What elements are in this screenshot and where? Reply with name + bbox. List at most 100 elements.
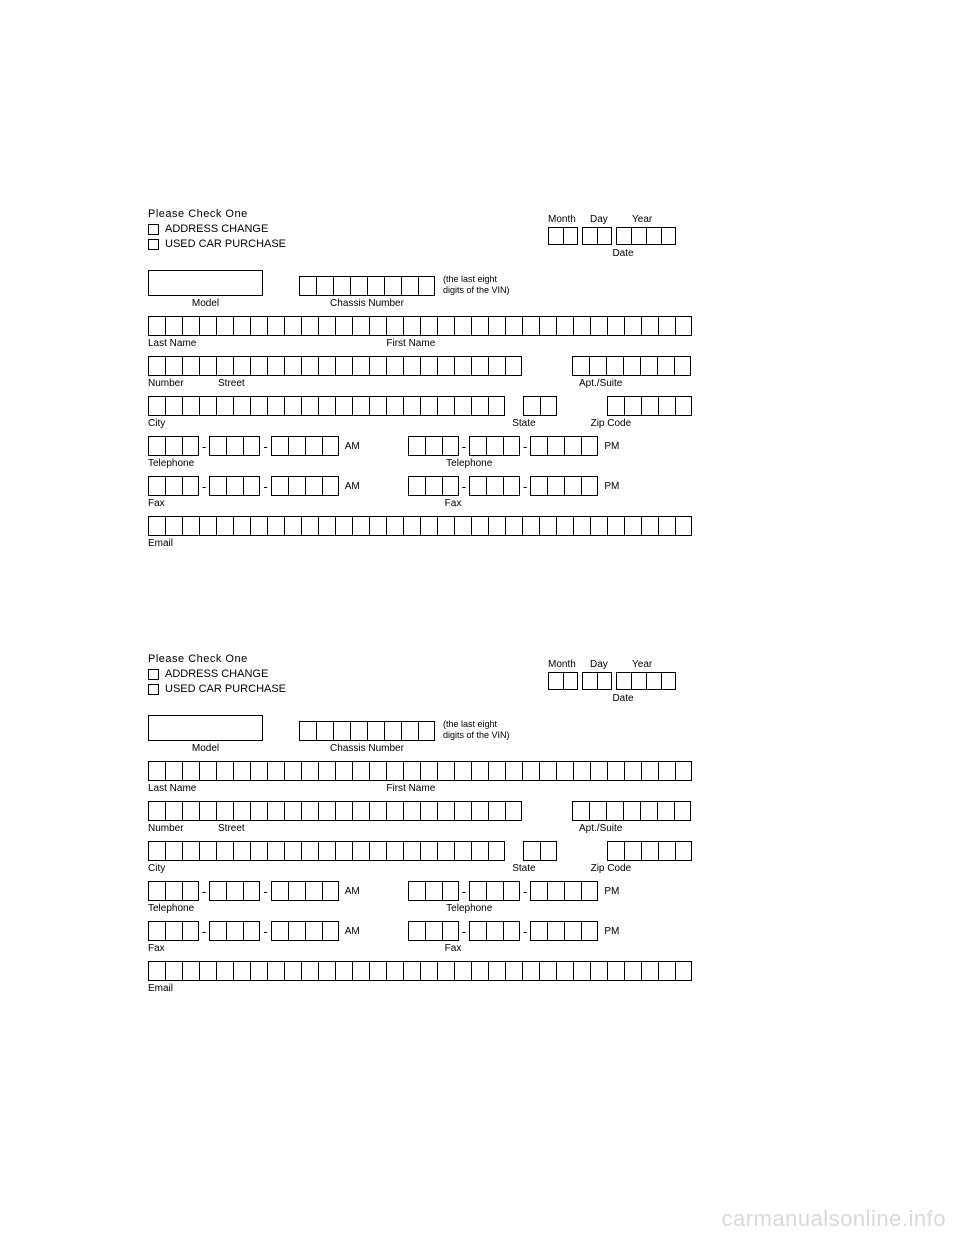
telephone-pm-input[interactable]: - - bbox=[408, 436, 599, 456]
telephone-row: - - AM - - PM Telephone Telephone bbox=[148, 881, 698, 914]
fax-pm-input[interactable]: - - bbox=[408, 921, 599, 941]
fax-am-input[interactable]: - - bbox=[148, 921, 339, 941]
chassis-label: Chassis Number bbox=[299, 298, 435, 309]
telephone-pm-input[interactable]: - - bbox=[408, 881, 599, 901]
apt-label: Apt./Suite bbox=[579, 823, 698, 834]
checkbox-icon[interactable] bbox=[148, 239, 159, 250]
model-input[interactable] bbox=[148, 270, 263, 296]
form-block-1: Please Check One ADDRESS CHANGE USED CAR… bbox=[148, 208, 698, 549]
date-input-boxes[interactable] bbox=[548, 227, 698, 245]
email-input[interactable] bbox=[148, 516, 698, 536]
fax-label-2: Fax bbox=[445, 943, 462, 954]
city-input[interactable] bbox=[148, 396, 505, 416]
state-label: State bbox=[512, 418, 535, 429]
number-street-input[interactable] bbox=[148, 356, 522, 376]
email-label: Email bbox=[148, 538, 698, 549]
name-row: Last Name First Name bbox=[148, 761, 698, 794]
apt-input[interactable] bbox=[572, 356, 691, 376]
street-row: Number Street Apt./Suite bbox=[148, 356, 698, 389]
state-input[interactable] bbox=[523, 396, 557, 416]
email-row: Email bbox=[148, 961, 698, 994]
form-block-2: Please Check One ADDRESS CHANGE USED CAR… bbox=[148, 653, 698, 994]
pm-label: PM bbox=[604, 886, 619, 897]
street-label: Street bbox=[218, 378, 245, 389]
chassis-input[interactable] bbox=[299, 276, 435, 296]
state-input[interactable] bbox=[523, 841, 557, 861]
model-chassis-row: (the last eight digits of the VIN) Model… bbox=[148, 270, 698, 309]
model-chassis-row: (the last eight digits of the VIN) Model… bbox=[148, 715, 698, 754]
number-label: Number bbox=[148, 378, 218, 389]
email-input[interactable] bbox=[148, 961, 698, 981]
telephone-label-2: Telephone bbox=[446, 903, 492, 914]
model-label: Model bbox=[148, 298, 263, 309]
city-row: City State Zip Code bbox=[148, 396, 698, 429]
fax-label: Fax bbox=[148, 943, 165, 954]
date-caption: Date bbox=[548, 248, 698, 259]
watermark: carmanualsonline.info bbox=[721, 1206, 946, 1232]
city-row: City State Zip Code bbox=[148, 841, 698, 874]
street-row: Number Street Apt./Suite bbox=[148, 801, 698, 834]
fax-pm-input[interactable]: - - bbox=[408, 476, 599, 496]
state-label: State bbox=[512, 863, 535, 874]
city-label: City bbox=[148, 418, 165, 429]
checkbox-icon[interactable] bbox=[148, 684, 159, 695]
date-input-boxes[interactable] bbox=[548, 672, 698, 690]
chassis-input[interactable] bbox=[299, 721, 435, 741]
zip-label: Zip Code bbox=[591, 863, 632, 874]
first-name-label: First Name bbox=[386, 783, 435, 794]
option-label: ADDRESS CHANGE bbox=[165, 668, 268, 680]
date-day-label: Day bbox=[590, 214, 632, 225]
email-label: Email bbox=[148, 983, 698, 994]
am-label: AM bbox=[345, 886, 360, 897]
date-month-label: Month bbox=[548, 214, 590, 225]
header-row: Please Check One ADDRESS CHANGE USED CAR… bbox=[148, 653, 698, 708]
option-label: ADDRESS CHANGE bbox=[165, 223, 268, 235]
am-label: AM bbox=[345, 481, 360, 492]
telephone-label: Telephone bbox=[148, 903, 194, 914]
fax-label-2: Fax bbox=[445, 498, 462, 509]
name-row: Last Name First Name bbox=[148, 316, 698, 349]
date-year-label: Year bbox=[632, 214, 672, 225]
last-name-label: Last Name bbox=[148, 783, 196, 794]
telephone-row: - - AM - - PM Telephone Telephone bbox=[148, 436, 698, 469]
first-name-label: First Name bbox=[386, 338, 435, 349]
checkbox-icon[interactable] bbox=[148, 224, 159, 235]
telephone-label: Telephone bbox=[148, 458, 194, 469]
checkbox-icon[interactable] bbox=[148, 669, 159, 680]
model-input[interactable] bbox=[148, 715, 263, 741]
date-block: Month Day Year Date bbox=[548, 214, 698, 259]
date-year-label: Year bbox=[632, 659, 672, 670]
vin-note: (the last eight digits of the VIN) bbox=[443, 719, 510, 741]
city-label: City bbox=[148, 863, 165, 874]
zip-input[interactable] bbox=[607, 396, 692, 416]
telephone-am-input[interactable]: - - bbox=[148, 436, 339, 456]
zip-input[interactable] bbox=[607, 841, 692, 861]
zip-label: Zip Code bbox=[591, 418, 632, 429]
number-label: Number bbox=[148, 823, 218, 834]
option-label: USED CAR PURCHASE bbox=[165, 238, 286, 250]
date-block: Month Day Year Date bbox=[548, 659, 698, 704]
apt-input[interactable] bbox=[572, 801, 691, 821]
telephone-label-2: Telephone bbox=[446, 458, 492, 469]
header-row: Please Check One ADDRESS CHANGE USED CAR… bbox=[148, 208, 698, 263]
fax-row: - - AM - - PM Fax Fax bbox=[148, 921, 698, 954]
street-label: Street bbox=[218, 823, 245, 834]
telephone-am-input[interactable]: - - bbox=[148, 881, 339, 901]
name-input[interactable] bbox=[148, 316, 698, 336]
am-label: AM bbox=[345, 926, 360, 937]
city-input[interactable] bbox=[148, 841, 505, 861]
number-street-input[interactable] bbox=[148, 801, 522, 821]
pm-label: PM bbox=[604, 441, 619, 452]
fax-row: - - AM - - PM Fax Fax bbox=[148, 476, 698, 509]
name-input[interactable] bbox=[148, 761, 698, 781]
email-row: Email bbox=[148, 516, 698, 549]
date-day-label: Day bbox=[590, 659, 632, 670]
fax-am-input[interactable]: - - bbox=[148, 476, 339, 496]
date-month-label: Month bbox=[548, 659, 590, 670]
pm-label: PM bbox=[604, 481, 619, 492]
date-caption: Date bbox=[548, 693, 698, 704]
apt-label: Apt./Suite bbox=[579, 378, 698, 389]
option-label: USED CAR PURCHASE bbox=[165, 683, 286, 695]
fax-label: Fax bbox=[148, 498, 165, 509]
pm-label: PM bbox=[604, 926, 619, 937]
